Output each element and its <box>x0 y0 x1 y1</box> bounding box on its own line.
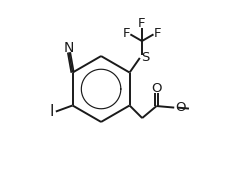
Text: O: O <box>176 101 186 114</box>
Text: O: O <box>151 82 162 95</box>
Text: N: N <box>64 41 74 55</box>
Text: I: I <box>50 104 54 119</box>
Text: F: F <box>138 17 146 30</box>
Text: S: S <box>141 51 150 64</box>
Text: F: F <box>123 27 130 40</box>
Text: F: F <box>154 27 161 40</box>
